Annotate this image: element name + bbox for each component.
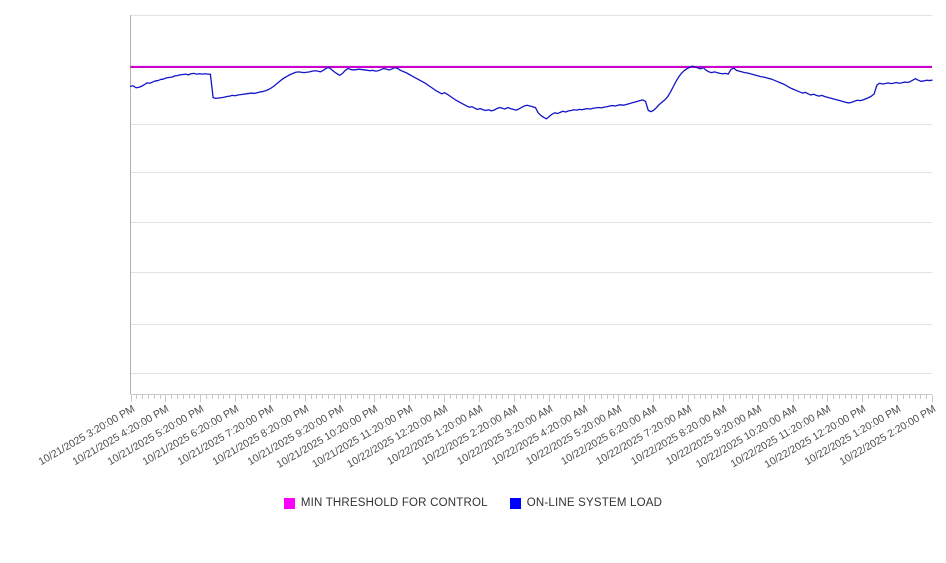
legend-swatch-min-threshold — [283, 497, 295, 509]
chart-legend: MIN THRESHOLD FOR CONTROL ON-LINE SYSTEM… — [0, 497, 946, 509]
legend-label-min-threshold: MIN THRESHOLD FOR CONTROL — [300, 497, 488, 509]
legend-item-system-load[interactable]: ON-LINE SYSTEM LOAD — [509, 497, 663, 509]
legend-swatch-system-load — [509, 497, 521, 509]
x-axis-ticks — [131, 395, 933, 402]
legend-label-system-load: ON-LINE SYSTEM LOAD — [526, 497, 663, 509]
on-line-system-load-line — [129, 65, 933, 120]
legend-item-min-threshold[interactable]: MIN THRESHOLD FOR CONTROL — [283, 497, 488, 509]
line-chart: 10/21/2025 3:20:00 PM 10/21/2025 4:20:00 … — [0, 15, 946, 509]
plot-area — [129, 15, 933, 402]
gridlines — [130, 15, 932, 374]
